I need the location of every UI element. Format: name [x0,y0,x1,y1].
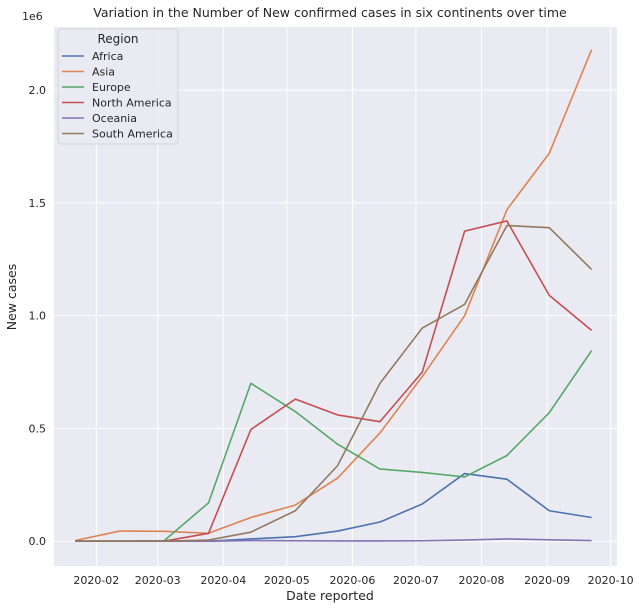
legend-entry: South America [92,128,173,141]
chart-title: Variation in the Number of New confirmed… [93,5,567,20]
x-tick-labels: 2020-02 2020-03 2020-04 2020-05 2020-06 2020-… [73,574,633,587]
y-tick-label: 1.0 [29,310,47,323]
legend-box [57,28,179,145]
legend-items: Africa Asia Europe North America Oceania Sout… [62,50,173,141]
series-lines [75,49,593,542]
legend-entry: Oceania [92,112,137,125]
x-tick-label: 2020-02 [73,574,119,587]
x-tick-label: 2020-09 [524,574,570,587]
y-tick-label: 0.0 [29,535,47,548]
x-tick-label: 2020-05 [264,574,310,587]
y-axis-label: New cases [4,264,19,331]
series-line-asia [75,49,593,542]
y-tick-labels: 0.0 0.5 1.0 1.5 2.0 [29,84,47,548]
legend: Region Africa Asia Europe North America Ocea… [57,28,179,145]
legend-title: Region [97,32,138,46]
y-scale-label: 1e6 [22,10,43,23]
x-axis-label: Date reported [286,588,374,603]
legend-entry: Africa [92,50,123,63]
y-tick-label: 2.0 [29,84,47,97]
legend-entry: Asia [92,66,115,79]
series-line-south-america [75,224,593,542]
legend-entry: North America [92,97,172,110]
x-tick-label: 2020-10 [588,574,634,587]
legend-entry: Europe [92,81,131,94]
x-tick-label: 2020-08 [459,574,505,587]
x-tick-label: 2020-04 [200,574,246,587]
y-tick-label: 1.5 [29,197,47,210]
y-tick-label: 0.5 [29,422,47,435]
x-tick-label: 2020-07 [393,574,439,587]
x-tick-label: 2020-03 [135,574,181,587]
x-tick-label: 2020-06 [329,574,375,587]
